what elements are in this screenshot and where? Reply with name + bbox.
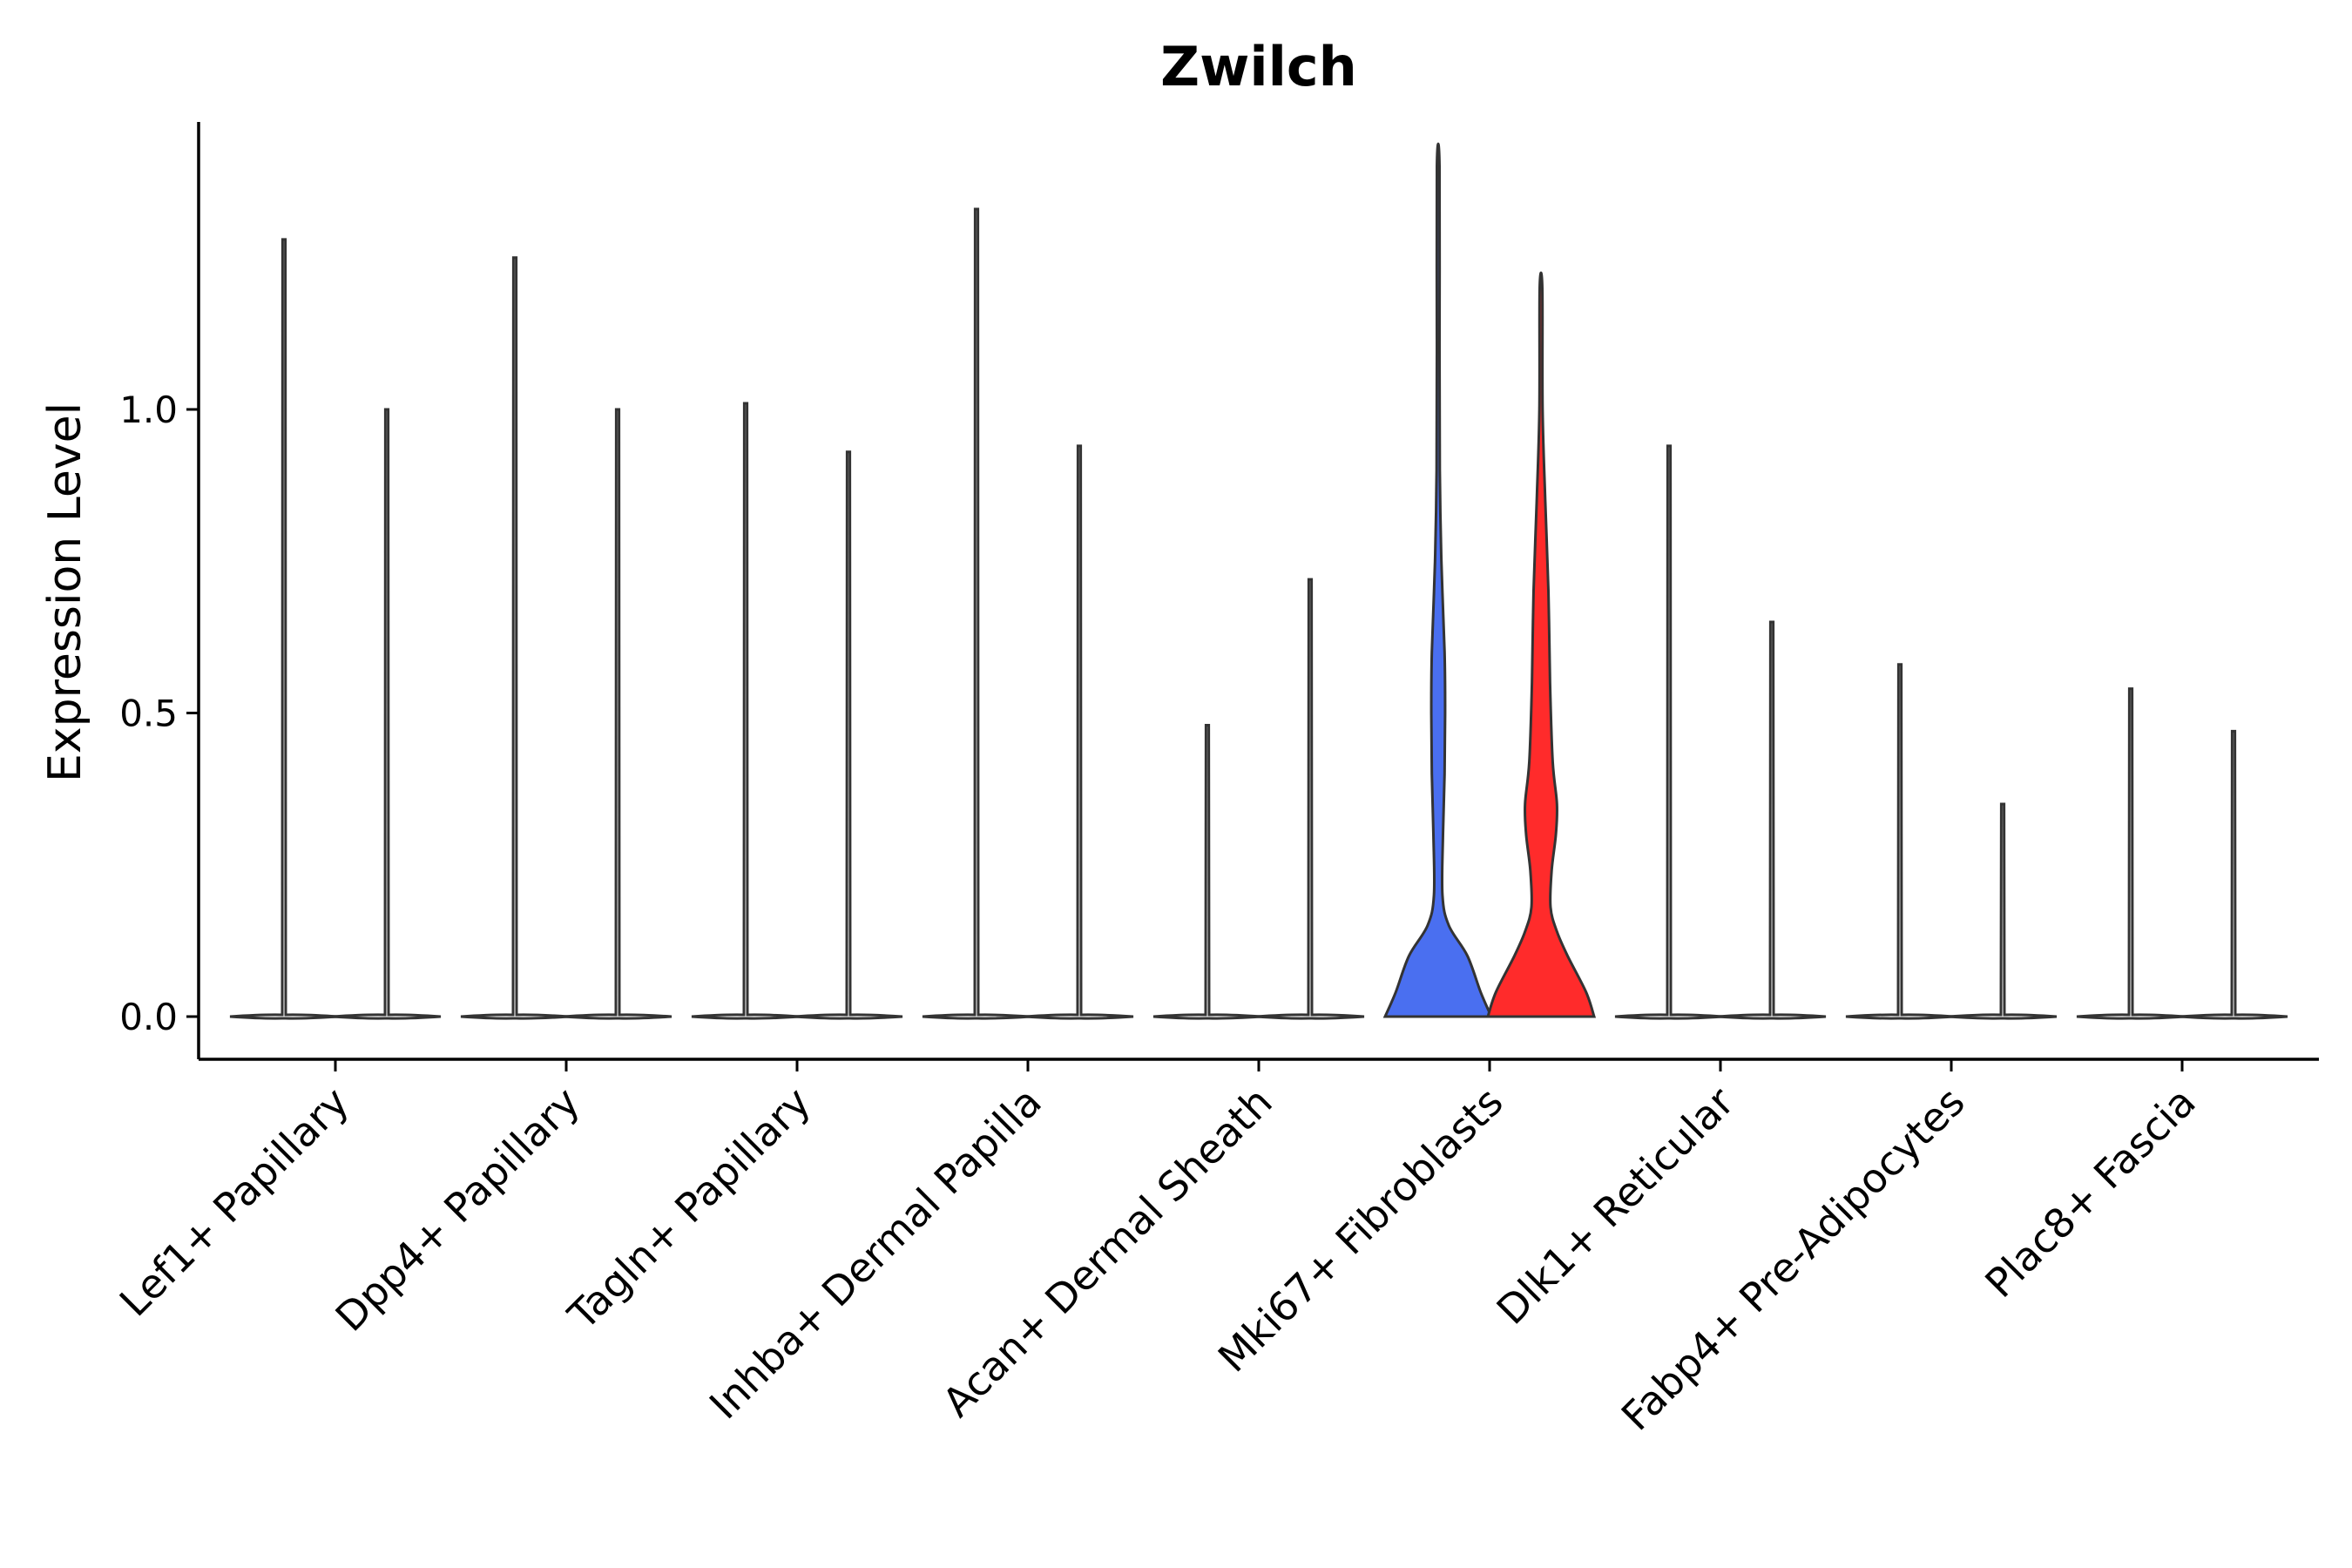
chart-title: Zwilch [1160,35,1357,98]
y-tick-label: 0.0 [119,996,178,1038]
violin-group1-lef1-papillary [229,238,339,1020]
violin-group2-plac8-fascia [2179,729,2288,1020]
violin-group1-fabp4-pre-adipocytes [1845,663,1955,1020]
x-tick-label: Lef1+ Papillary [111,1078,358,1326]
violin-group1-tagln-papillary [691,402,801,1020]
violin-group2-tagln-papillary [794,450,903,1020]
violin-group2-acan-dermal-sheath [1255,578,1365,1020]
violin-group2-mki67-fibroblasts [1485,271,1597,1018]
violin-group2-dpp4-papillary [563,408,672,1020]
x-tick-label: Dlk1+ Reticular [1488,1078,1743,1334]
violin-group1-inhba-dermal-papilla [922,207,1031,1020]
violin-group1-dpp4-papillary [460,256,570,1020]
x-tick-label: Plac8+ Fascia [1976,1078,2204,1307]
violin-group1-plac8-fascia [2076,687,2186,1020]
y-axis-label: Expression Level [39,402,91,782]
x-tick-label: Tagln+ Papillary [558,1078,820,1340]
violin-group1-acan-dermal-sheath [1152,723,1262,1020]
x-tick-label: Dpp4+ Papillary [327,1078,589,1341]
violin-group2-fabp4-pre-adipocytes [1948,802,2058,1020]
y-tick-label: 1.0 [119,389,178,431]
violins-layer [229,142,2288,1020]
violin-group2-lef1-papillary [332,408,442,1020]
violin-group2-inhba-dermal-papilla [1024,444,1134,1020]
violin-group1-dlk1-reticular [1614,444,1724,1020]
violin-group2-dlk1-reticular [1717,620,1827,1020]
violin-group1-mki67-fibroblasts [1382,142,1494,1018]
y-tick-label: 0.5 [119,693,178,735]
